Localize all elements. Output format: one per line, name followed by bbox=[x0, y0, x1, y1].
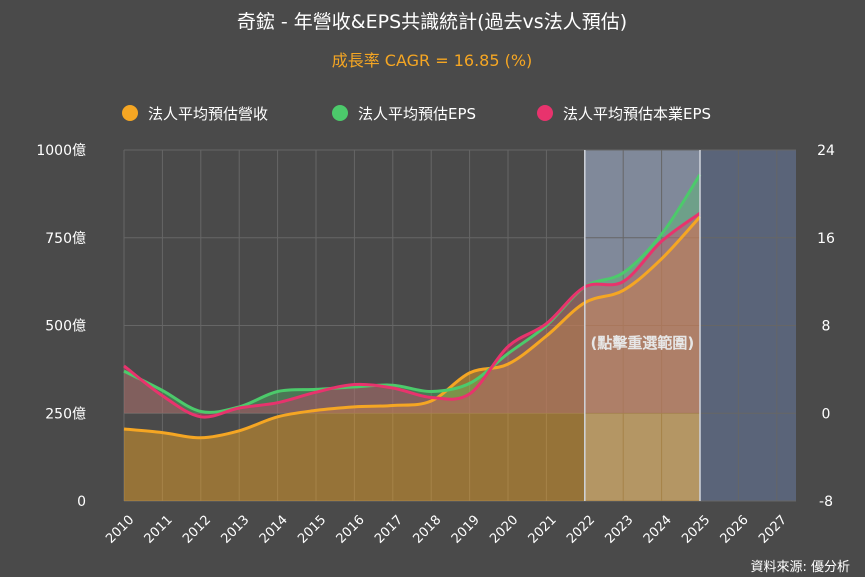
x-tick-label: 2015 bbox=[295, 513, 329, 547]
y-right-tick-label: 16 bbox=[817, 231, 835, 247]
y-left-tick-label: 1000億 bbox=[36, 143, 86, 159]
revenue-line[interactable] bbox=[123, 215, 702, 440]
core-eps-area bbox=[124, 213, 700, 418]
y-axis-left: 0 250億 500億 750億 1000億 bbox=[36, 143, 86, 510]
x-tick-label: 2014 bbox=[257, 513, 291, 547]
x-tick-label: 2026 bbox=[718, 513, 752, 547]
y-right-tick-label: 8 bbox=[822, 319, 831, 335]
reselect-range-label[interactable]: (點擊重選範圍) bbox=[591, 334, 695, 352]
y-left-tick-label: 750億 bbox=[45, 231, 86, 247]
x-axis: 2010 2011 2012 2013 2014 2015 2016 2017 2018 2019… bbox=[103, 513, 790, 547]
x-tick-label: 2027 bbox=[756, 513, 790, 547]
source-credit: 資料來源: 優分析 bbox=[750, 560, 850, 575]
x-tick-label: 2010 bbox=[103, 513, 137, 547]
eps-line[interactable] bbox=[123, 173, 702, 414]
revenue-area bbox=[124, 216, 700, 501]
x-tick-label: 2017 bbox=[372, 513, 406, 547]
legend-marker[interactable] bbox=[122, 105, 138, 121]
x-tick-label: 2025 bbox=[679, 513, 713, 547]
x-tick-label: 2022 bbox=[564, 513, 598, 547]
legend: 法人平均預估營收 法人平均預估EPS 法人平均預估本業EPS bbox=[122, 105, 711, 123]
x-tick-label: 2016 bbox=[334, 513, 368, 547]
y-right-tick-label: 0 bbox=[822, 406, 831, 422]
core-eps-line[interactable] bbox=[123, 211, 701, 419]
y-left-tick-label: 500億 bbox=[45, 319, 86, 335]
x-tick-label: 2023 bbox=[602, 513, 636, 547]
chart-title: 奇鋐 - 年營收&EPS共識統計(過去vs法人預估) bbox=[237, 11, 627, 33]
legend-marker[interactable] bbox=[537, 105, 553, 121]
x-tick-label: 2024 bbox=[641, 513, 675, 547]
legend-label[interactable]: 法人平均預估EPS bbox=[358, 105, 476, 123]
x-tick-label: 2011 bbox=[142, 513, 176, 547]
y-left-tick-label: 250億 bbox=[45, 406, 86, 422]
x-tick-label: 2019 bbox=[449, 513, 483, 547]
chart-subtitle: 成長率 CAGR = 16.85 (%) bbox=[332, 51, 533, 70]
y-axis-right: -8 0 8 16 24 bbox=[817, 143, 835, 510]
y-right-tick-label: -8 bbox=[819, 494, 833, 510]
series-areas bbox=[124, 174, 700, 501]
x-tick-label: 2012 bbox=[180, 513, 214, 547]
eps-area bbox=[124, 174, 700, 414]
y-left-tick-label: 0 bbox=[77, 494, 86, 510]
y-right-tick-label: 24 bbox=[817, 143, 835, 159]
series-lines bbox=[123, 173, 702, 440]
x-tick-label: 2020 bbox=[487, 513, 521, 547]
legend-marker[interactable] bbox=[332, 105, 348, 121]
legend-label[interactable]: 法人平均預估營收 bbox=[148, 105, 268, 123]
x-tick-label: 2013 bbox=[218, 513, 252, 547]
legend-label[interactable]: 法人平均預估本業EPS bbox=[563, 105, 711, 123]
x-tick-label: 2018 bbox=[410, 513, 444, 547]
x-tick-label: 2021 bbox=[526, 513, 560, 547]
